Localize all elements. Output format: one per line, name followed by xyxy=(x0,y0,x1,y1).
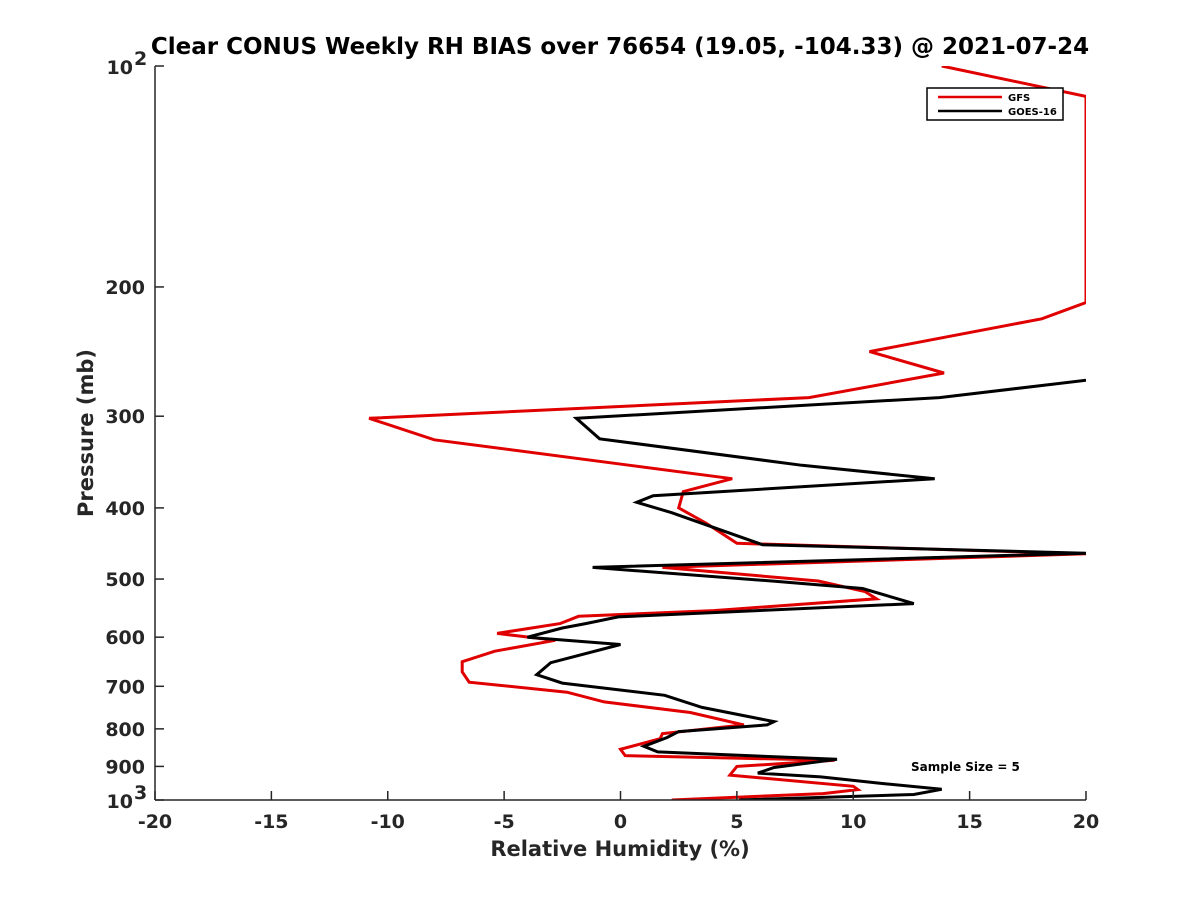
y-tick-label: 200 xyxy=(105,277,145,299)
x-ticks: -20 -15 -10 -5 0 5 10 15 20 xyxy=(138,791,1099,833)
y-tick-label: 500 xyxy=(105,569,145,591)
x-tick-label: 0 xyxy=(614,811,627,833)
y-tick-label-power: 10 xyxy=(107,791,133,813)
legend: GFS GOES-16 xyxy=(926,87,1064,121)
y-tick-label-exponent: 2 xyxy=(134,48,147,70)
y-tick-label: 600 xyxy=(105,627,145,649)
x-tick-label: 20 xyxy=(1073,811,1099,833)
legend-label-gfs: GFS xyxy=(1008,93,1030,104)
x-tick-label: -5 xyxy=(494,811,515,833)
y-tick-label-power: 10 xyxy=(107,57,133,79)
y-tick-label: 700 xyxy=(105,676,145,698)
x-tick-label: -10 xyxy=(371,811,405,833)
x-tick-label: 5 xyxy=(730,811,743,833)
legend-box xyxy=(926,87,1064,121)
y-tick-label: 800 xyxy=(105,719,145,741)
y-tick-label: 400 xyxy=(105,498,145,520)
y-tick-label: 900 xyxy=(105,756,145,778)
series-line-gfs xyxy=(368,66,1086,800)
y-tick-label: 300 xyxy=(105,406,145,428)
x-tick-label: -20 xyxy=(138,811,172,833)
series-line-goes16 xyxy=(527,378,1086,800)
legend-label-goes16: GOES-16 xyxy=(1008,107,1057,118)
x-axis-label: Relative Humidity (%) xyxy=(490,837,749,861)
y-axis-label: Pressure (mb) xyxy=(74,349,98,517)
x-tick-label: -15 xyxy=(254,811,288,833)
chart-title: Clear CONUS Weekly RH BIAS over 76654 (1… xyxy=(151,34,1089,60)
sample-size-annotation: Sample Size = 5 xyxy=(911,760,1020,774)
x-tick-label: 10 xyxy=(840,811,866,833)
x-tick-label: 15 xyxy=(956,811,982,833)
y-tick-label-exponent: 3 xyxy=(134,782,147,804)
series-layer xyxy=(368,66,1086,800)
